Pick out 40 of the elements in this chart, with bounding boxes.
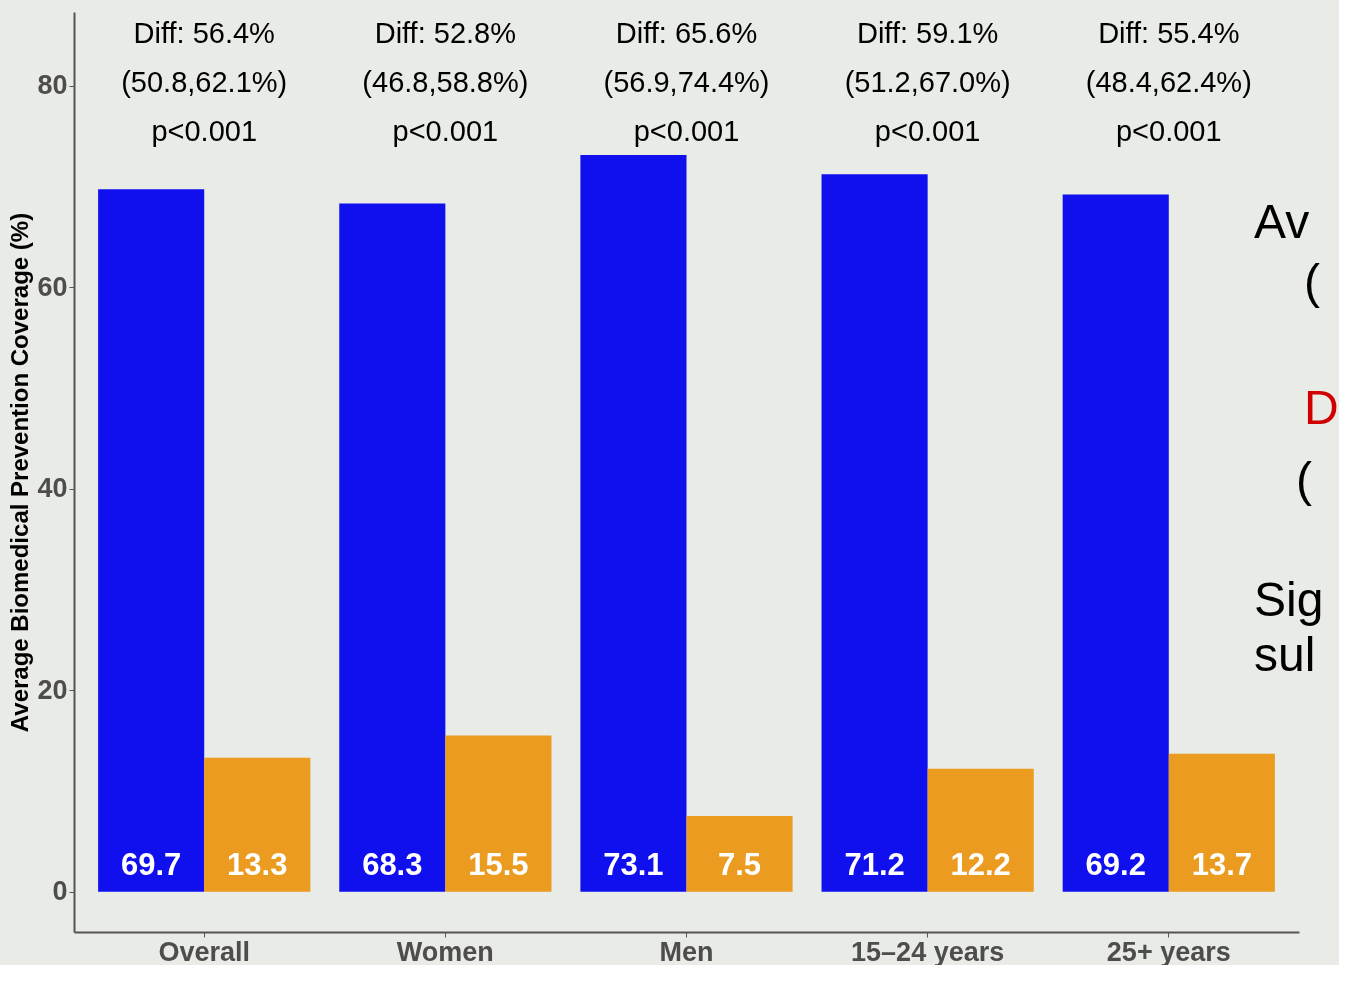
y-axis-title: Average Biomedical Prevention Coverage (%) <box>6 212 34 733</box>
y-tick-label: 20 <box>37 674 68 705</box>
bar <box>1168 753 1275 892</box>
data-label: 69.7 <box>120 846 182 882</box>
annotation: Diff: 52.8% (46.8,58.8%) p<0.001 <box>362 17 529 147</box>
y-tick-label: 0 <box>52 876 68 907</box>
x-tick-label: Women <box>396 936 494 967</box>
bar <box>445 735 552 892</box>
text: ( <box>1304 255 1320 308</box>
annotation: Av <box>1254 195 1310 248</box>
text: D <box>1304 381 1339 434</box>
y-tick-label: 80 <box>37 70 68 101</box>
x-tick-label: Men <box>659 936 714 967</box>
bar <box>204 757 311 892</box>
annotation: Diff: 55.4% (48.4,62.4%) p<0.001 <box>1085 17 1252 147</box>
data-label: 68.3 <box>362 846 423 882</box>
annotation: Diff: 65.6% (56.9,74.4%) p<0.001 <box>603 17 770 147</box>
data-label: 13.7 <box>1191 846 1253 882</box>
bar <box>98 189 205 892</box>
bar <box>580 155 687 892</box>
bar <box>339 203 446 892</box>
bar <box>1062 194 1169 892</box>
data-label: 73.1 <box>603 846 664 882</box>
y-tick-label: 60 <box>37 271 68 302</box>
bar <box>686 816 793 892</box>
data-label: 7.5 <box>718 846 762 882</box>
data-label: 13.3 <box>227 846 288 882</box>
bar <box>927 768 1034 892</box>
annotation: Sig <box>1254 573 1324 626</box>
data-label: 12.2 <box>950 846 1011 882</box>
data-label: 71.2 <box>844 846 905 882</box>
bar <box>821 174 928 892</box>
annotation: Diff: 59.1% (51.2,67.0%) p<0.001 <box>844 17 1011 147</box>
y-tick-label: 40 <box>37 473 68 504</box>
annotation: ( <box>1296 453 1312 506</box>
annotation: Diff: 56.4% (50.8,62.1%) p<0.001 <box>121 17 288 147</box>
annotation: sul <box>1254 628 1316 681</box>
data-label: 15.5 <box>468 846 529 882</box>
data-label: 69.2 <box>1085 846 1146 882</box>
x-tick-label: Overall <box>158 936 250 967</box>
